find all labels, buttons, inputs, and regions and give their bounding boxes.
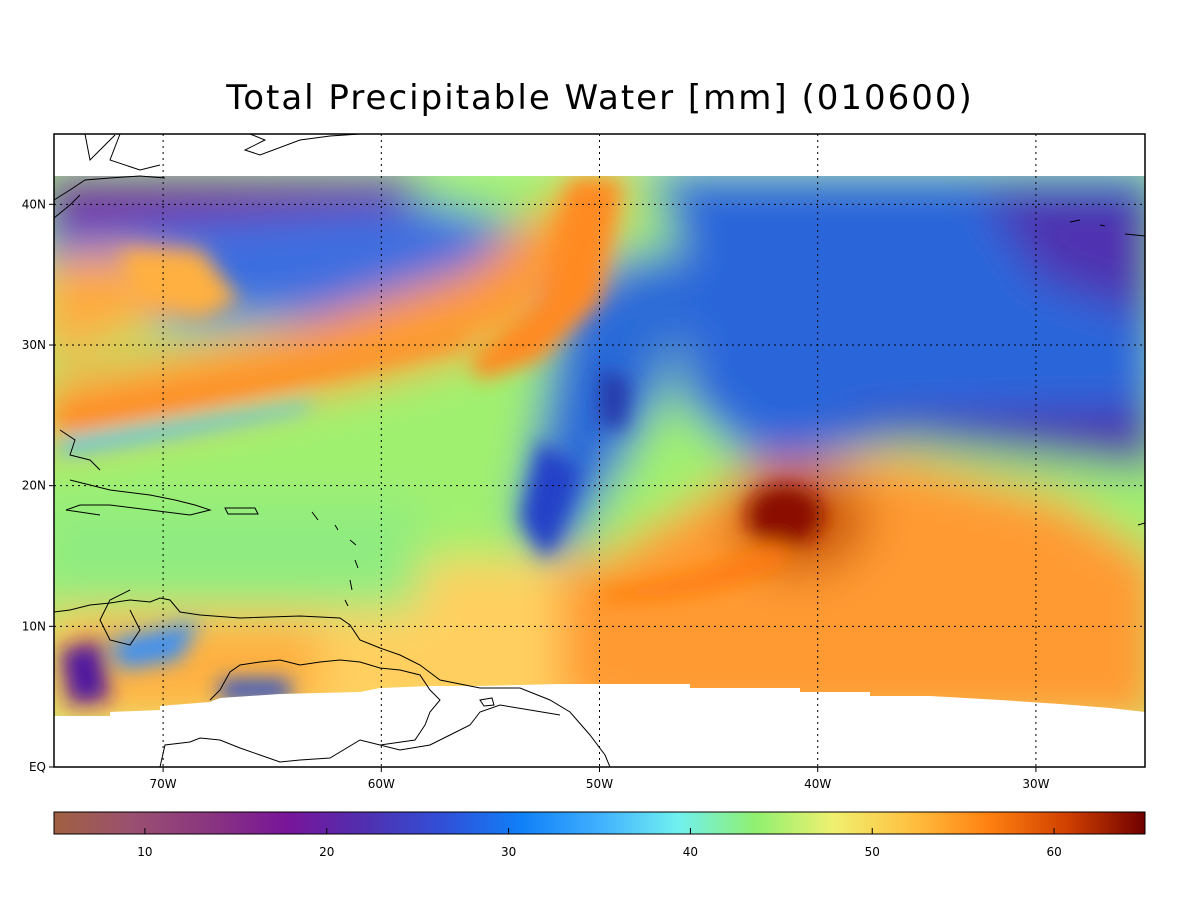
colorbar-tick-label: 10 — [137, 845, 152, 859]
lat-tick-label: 30N — [22, 338, 46, 352]
lat-tick-label: 20N — [22, 479, 46, 493]
lat-lon-grid — [54, 134, 1145, 767]
colorbar-tick-label: 30 — [501, 845, 516, 859]
colorbar-ticks: 10 20 30 40 50 60 — [137, 828, 1062, 859]
colorbar-tick-label: 40 — [683, 845, 698, 859]
lon-tick-label: 70W — [150, 777, 177, 791]
colorbar: 10 20 30 40 50 60 — [53, 811, 1146, 859]
colorbar-tick-label: 50 — [865, 845, 880, 859]
colorbar-tick-label: 60 — [1046, 845, 1061, 859]
lat-tick-label: 10N — [22, 619, 46, 633]
lat-tick-label: EQ — [29, 760, 46, 774]
colorbar-ramp — [53, 811, 1146, 835]
longitude-axis: 70W 60W 50W 40W 30W — [150, 767, 1050, 791]
colorbar-tick-label: 20 — [319, 845, 334, 859]
lon-tick-label: 30W — [1022, 777, 1049, 791]
latitude-axis: 40N 30N 20N 10N EQ — [22, 197, 54, 774]
lon-tick-label: 40W — [804, 777, 831, 791]
lat-tick-label: 40N — [22, 197, 46, 211]
tpw-field — [54, 176, 1145, 716]
page-title: Total Precipitable Water [mm] (010600) — [226, 78, 974, 118]
coastlines — [53, 133, 1146, 768]
lon-tick-label: 60W — [368, 777, 395, 791]
lon-tick-label: 50W — [586, 777, 613, 791]
